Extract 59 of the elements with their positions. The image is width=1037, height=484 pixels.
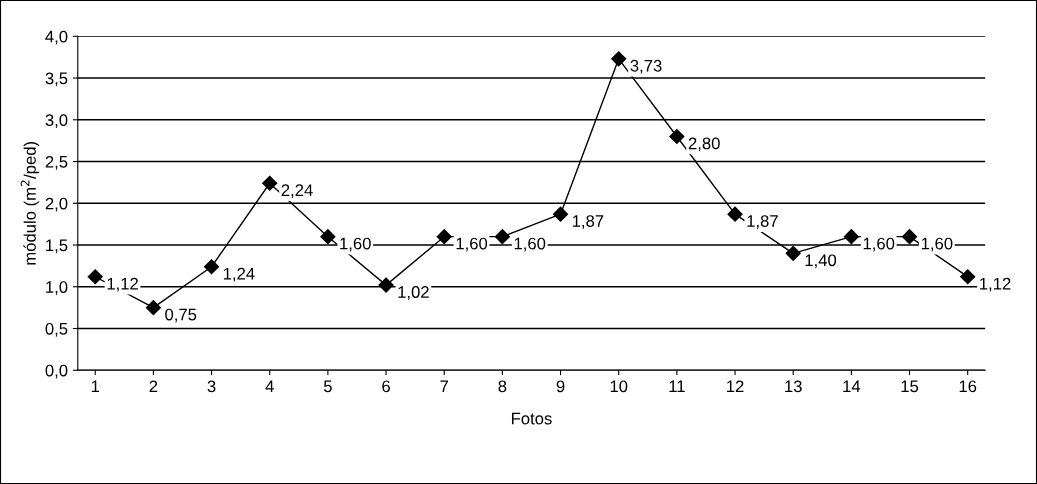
x-tick-label: 16 <box>959 380 977 393</box>
point <box>262 175 278 191</box>
point <box>436 229 452 245</box>
data-label: 2,24 <box>281 184 313 199</box>
x-axis-title: Fotos <box>511 412 552 425</box>
x-tick-label: 6 <box>382 380 390 393</box>
x-tick-label: 8 <box>498 380 507 393</box>
x-tick-label: 2 <box>149 380 158 393</box>
x-tick-label: 4 <box>265 380 274 393</box>
x-tick-label: 9 <box>556 380 565 393</box>
y-tick-label: 2,0 <box>45 197 68 212</box>
y-tick-label: 2,5 <box>45 155 68 170</box>
y-tick-label: 3,5 <box>45 72 68 87</box>
x-tick-label: 7 <box>440 380 449 393</box>
x-tick-label: 14 <box>843 380 861 393</box>
point <box>494 229 510 245</box>
data-label: 1,60 <box>863 237 895 252</box>
data-label: 1,40 <box>805 254 837 269</box>
point <box>87 269 103 285</box>
data-label: 1,02 <box>398 286 429 300</box>
x-tick-label: 15 <box>901 380 919 393</box>
data-label: 0,75 <box>165 308 197 323</box>
point <box>785 245 801 261</box>
point <box>901 229 918 245</box>
point <box>320 229 336 245</box>
data-label: 3,73 <box>630 59 662 74</box>
data-label: 1,60 <box>456 237 488 252</box>
point <box>843 229 859 245</box>
y-tick-label: 1,5 <box>46 239 68 254</box>
point <box>727 206 743 222</box>
x-tick-label: 1 <box>91 380 100 393</box>
data-label: 1,12 <box>980 277 1011 292</box>
data-label: 2,80 <box>688 137 720 152</box>
y-tick-label: 1,0 <box>46 281 68 295</box>
x-tick-label: 3 <box>207 380 216 393</box>
point <box>611 51 627 67</box>
data-label: 1,87 <box>747 215 778 229</box>
y-tick-label: 3,0 <box>45 114 68 128</box>
y-axis-title: módulo (m$^{2}$/ped) <box>20 141 40 265</box>
point <box>145 300 161 316</box>
data-label: 1,24 <box>223 267 255 282</box>
data-label: 1,60 <box>514 237 546 252</box>
x-tick-label: 13 <box>785 380 802 393</box>
point <box>552 206 569 222</box>
data-label: 1,87 <box>572 215 604 229</box>
point <box>203 259 220 275</box>
x-tick-label: 10 <box>610 380 628 393</box>
point <box>669 128 685 145</box>
point <box>960 269 976 285</box>
y-tick-label: 0,0 <box>45 364 68 379</box>
y-tick-label: 4,0 <box>45 30 68 45</box>
y-tick-label: 0,5 <box>45 322 68 337</box>
point <box>378 277 394 293</box>
x-tick-label: 12 <box>727 380 744 393</box>
data-label: 1,60 <box>340 237 371 252</box>
x-tick-label: 5 <box>323 380 332 393</box>
data-label: 1,12 <box>107 277 138 292</box>
x-tick-label: 11 <box>669 380 685 393</box>
data-label: 1,60 <box>921 237 953 252</box>
